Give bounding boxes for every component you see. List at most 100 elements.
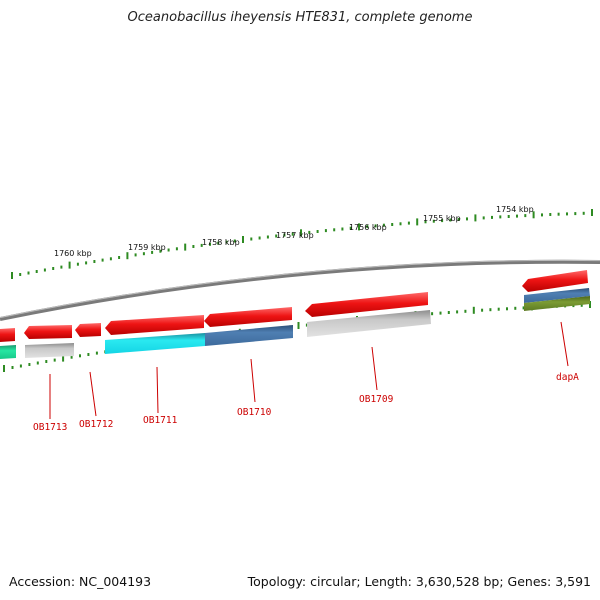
outer-scale-major-tick [474, 214, 477, 222]
outer-scale-minor-tick [142, 252, 145, 256]
outer-scale-minor-tick [258, 236, 261, 240]
scale-label-1758: 1758 kbp [202, 238, 240, 247]
outer-scale-minor-tick [541, 213, 543, 217]
outer-scale-minor-tick [574, 212, 577, 216]
outer-scale-minor-tick [524, 214, 527, 218]
inner-scale-minor-tick [506, 307, 508, 311]
inner-scale-major-tick [472, 306, 475, 314]
map-title: Oceanobacillus iheyensis HTE831, complet… [127, 10, 473, 25]
gene-label-ob1712: OB1712 [79, 419, 113, 430]
outer-scale-major-tick [416, 218, 419, 226]
inner-scale-minor-tick [481, 308, 484, 312]
scale-label-1760: 1760 kbp [54, 249, 92, 258]
outer-scale-minor-tick [557, 212, 560, 216]
inner-scale-minor-tick [522, 306, 525, 310]
band-gray-ob1713 [25, 343, 74, 358]
gene-arrow-ob1712 [75, 323, 101, 337]
outer-scale-minor-tick [200, 243, 203, 247]
outer-scale-minor-tick [491, 215, 493, 219]
band-olive-dapa [524, 296, 590, 311]
outer-scale-minor-tick [316, 230, 319, 233]
gene-label-dapa: dapA [556, 372, 579, 383]
outer-scale-minor-tick [399, 222, 402, 226]
callout-line-ob1710 [250, 358, 256, 403]
gene-label-ob1710: OB1710 [237, 407, 272, 418]
scale-label-1754: 1754 kbp [496, 205, 534, 214]
outer-scale-minor-tick [349, 226, 352, 230]
inner-scale-minor-tick [497, 307, 500, 311]
inner-scale-minor-tick [305, 323, 308, 327]
gene-label-ob1709: OB1709 [359, 394, 394, 405]
inner-scale-minor-tick [489, 308, 492, 312]
callout-line-ob1709 [371, 346, 378, 391]
outer-scale-minor-tick [366, 225, 369, 229]
inner-scale-minor-tick [28, 363, 31, 366]
outer-scale-minor-tick [275, 234, 278, 238]
band-blue-ob1710 [205, 325, 293, 346]
outer-scale-minor-tick [499, 215, 502, 219]
scale-label-1759: 1759 kbp [128, 243, 166, 252]
outer-scale-minor-tick [101, 258, 104, 262]
outer-scale-major-tick [300, 229, 302, 237]
inner-scale-major-tick [3, 365, 5, 372]
outer-scale-minor-tick [341, 227, 344, 231]
band-teal-ob1714 [0, 345, 16, 359]
outer-scale-minor-tick [43, 268, 46, 272]
outer-scale-minor-tick [175, 247, 178, 251]
outer-scale-minor-tick [324, 229, 327, 233]
inner-scale-minor-tick [514, 306, 517, 310]
outer-scale-minor-tick [432, 219, 435, 223]
outer-scale-minor-tick [134, 253, 137, 257]
outer-scale-minor-tick [266, 235, 269, 239]
band-blue-dapa [524, 288, 590, 303]
outer-scale-minor-tick [225, 240, 228, 244]
outer-scale-minor-tick [283, 233, 286, 237]
inner-scale-minor-tick [456, 310, 459, 314]
outer-scale-minor-tick [93, 260, 96, 263]
accession-text: Accession: NC_004193 [9, 574, 152, 589]
callout-line-ob1712 [89, 371, 97, 417]
feature-bands [0, 288, 590, 359]
outer-scale-minor-tick [466, 217, 468, 221]
inner-scale-minor-tick [70, 355, 73, 359]
inner-scale-minor-tick [439, 311, 442, 315]
inner-scale-minor-tick [580, 303, 583, 307]
gene-arrow-ob1711 [105, 315, 204, 335]
outer-scale-minor-tick [391, 223, 394, 226]
inner-scale-major-tick [62, 354, 65, 362]
callout-line-dapa [560, 321, 569, 367]
outer-scale-major-tick [11, 272, 13, 279]
outer-scale-minor-tick [85, 261, 88, 265]
outer-scale-ticks [11, 209, 593, 279]
outer-scale-major-tick [242, 236, 244, 243]
gene-arrow-ob1713 [24, 325, 72, 339]
gene-arrow-dapa [522, 270, 588, 292]
outer-scale-minor-tick [382, 223, 385, 227]
outer-scale-minor-tick [374, 224, 377, 228]
gene-arrow-ob1714 [0, 328, 15, 342]
inner-scale-ticks [3, 301, 591, 372]
genome-summary-text: Topology: circular; Length: 3,630,528 bp… [247, 574, 591, 589]
outer-scale-minor-tick [118, 256, 121, 259]
outer-scale-minor-tick [516, 214, 518, 218]
outer-scale-minor-tick [192, 245, 195, 248]
outer-scale-major-tick [126, 252, 129, 260]
inner-scale-minor-tick [464, 309, 467, 313]
outer-scale-minor-tick [582, 211, 585, 215]
inner-scale-major-tick [297, 322, 300, 329]
inner-scale-minor-tick [19, 364, 22, 368]
band-gray-ob1709 [307, 310, 431, 337]
outer-scale-minor-tick [27, 271, 30, 275]
gene-arrows [0, 270, 588, 342]
inner-scale-minor-tick [79, 354, 81, 358]
outer-scale-minor-tick [209, 242, 211, 246]
outer-scale-minor-tick [60, 265, 63, 269]
outer-scale-minor-tick [233, 239, 236, 243]
scale-label-1755: 1755 kbp [423, 214, 461, 223]
inner-scale-minor-tick [447, 311, 450, 314]
outer-scale-minor-tick [308, 230, 311, 234]
outer-scale-minor-tick [424, 220, 427, 224]
outer-scale-minor-tick [167, 248, 170, 252]
